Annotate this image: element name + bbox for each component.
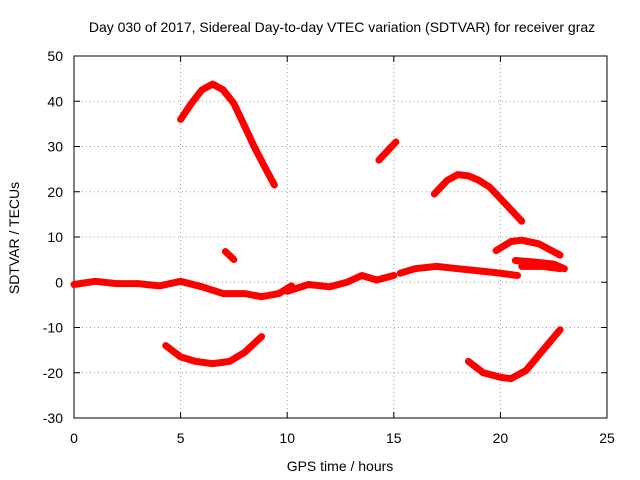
data-point (220, 291, 226, 297)
data-point (512, 258, 518, 264)
data-point (178, 278, 184, 284)
data-point (487, 184, 493, 190)
y-tick-label: -30 (43, 410, 63, 426)
data-point (455, 172, 461, 178)
data-point (210, 361, 216, 367)
data-point (540, 347, 546, 353)
data-point (444, 177, 450, 183)
data-point (210, 81, 216, 87)
chart-title: Day 030 of 2017, Sidereal Day-to-day VTE… (89, 19, 595, 35)
data-point (135, 281, 141, 287)
data-point (252, 146, 258, 152)
data-point (374, 277, 380, 283)
data-point (222, 248, 228, 254)
data-point (393, 139, 399, 145)
data-point (508, 239, 514, 245)
x-tick-label: 5 (177, 430, 185, 446)
data-point (514, 272, 520, 278)
data-point (188, 101, 194, 107)
data-point (544, 245, 550, 251)
data-point (497, 374, 503, 380)
series-group (70, 80, 568, 383)
data-point (193, 358, 199, 364)
data-point (92, 278, 98, 284)
data-point (284, 288, 290, 294)
data-point (327, 284, 333, 290)
y-tick-label: 50 (47, 48, 63, 64)
data-point (497, 270, 503, 276)
data-point (557, 266, 563, 272)
x-axis-label: GPS time / hours (287, 458, 394, 474)
data-point (178, 116, 184, 122)
data-point (465, 173, 471, 179)
data-point (271, 182, 277, 188)
series-arc-upper-peak (177, 80, 278, 189)
data-point (497, 196, 503, 202)
data-point (455, 266, 461, 272)
data-point (276, 291, 282, 297)
data-point (391, 272, 397, 278)
data-point (431, 191, 437, 197)
data-point (231, 257, 237, 263)
data-point (508, 376, 514, 382)
data-point (397, 270, 403, 276)
data-point (259, 334, 265, 340)
x-tick-label: 10 (279, 430, 295, 446)
data-point (540, 263, 546, 269)
y-tick-label: 30 (47, 139, 63, 155)
data-point (178, 354, 184, 360)
data-point (493, 248, 499, 254)
data-point (163, 343, 169, 349)
data-point (476, 177, 482, 183)
y-tick-label: 10 (47, 229, 63, 245)
data-point (519, 237, 525, 243)
data-point (344, 279, 350, 285)
y-axis-label: SDTVAR / TECUs (6, 182, 22, 294)
data-point (480, 370, 486, 376)
data-point (259, 294, 265, 300)
data-point (412, 266, 418, 272)
data-point (519, 218, 525, 224)
data-point (242, 349, 248, 355)
data-point (242, 291, 248, 297)
y-tick-label: 40 (47, 93, 63, 109)
y-tick-label: 20 (47, 184, 63, 200)
data-point (465, 358, 471, 364)
data-point (508, 207, 514, 213)
series-arc-baseline-a (70, 277, 295, 301)
data-point (476, 268, 482, 274)
data-point (227, 358, 233, 364)
data-point (231, 101, 237, 107)
data-point (433, 263, 439, 269)
y-tick-label: 0 (55, 274, 63, 290)
data-point (242, 123, 248, 129)
data-point (199, 284, 205, 290)
data-point (71, 282, 77, 288)
y-tick-label: -10 (43, 320, 63, 336)
data-point (384, 148, 390, 154)
data-point (376, 157, 382, 163)
x-tick-label: 20 (493, 430, 509, 446)
data-point (519, 263, 525, 269)
data-point (359, 272, 365, 278)
x-tick-label: 25 (599, 430, 615, 446)
data-point (114, 281, 120, 287)
x-tick-label: 15 (386, 430, 402, 446)
x-tick-label: 0 (70, 430, 78, 446)
data-point (557, 327, 563, 333)
data-point (557, 252, 563, 258)
data-point (220, 87, 226, 93)
data-point (156, 283, 162, 289)
data-point (536, 241, 542, 247)
axis-ticks: 0 5 10 15 20 25 -30 -20 -10 0 10 20 30 40 50 (43, 48, 615, 446)
data-point (263, 166, 269, 172)
y-tick-label: -20 (43, 365, 63, 381)
data-point (199, 87, 205, 93)
data-point (523, 367, 529, 373)
data-point (306, 282, 312, 288)
